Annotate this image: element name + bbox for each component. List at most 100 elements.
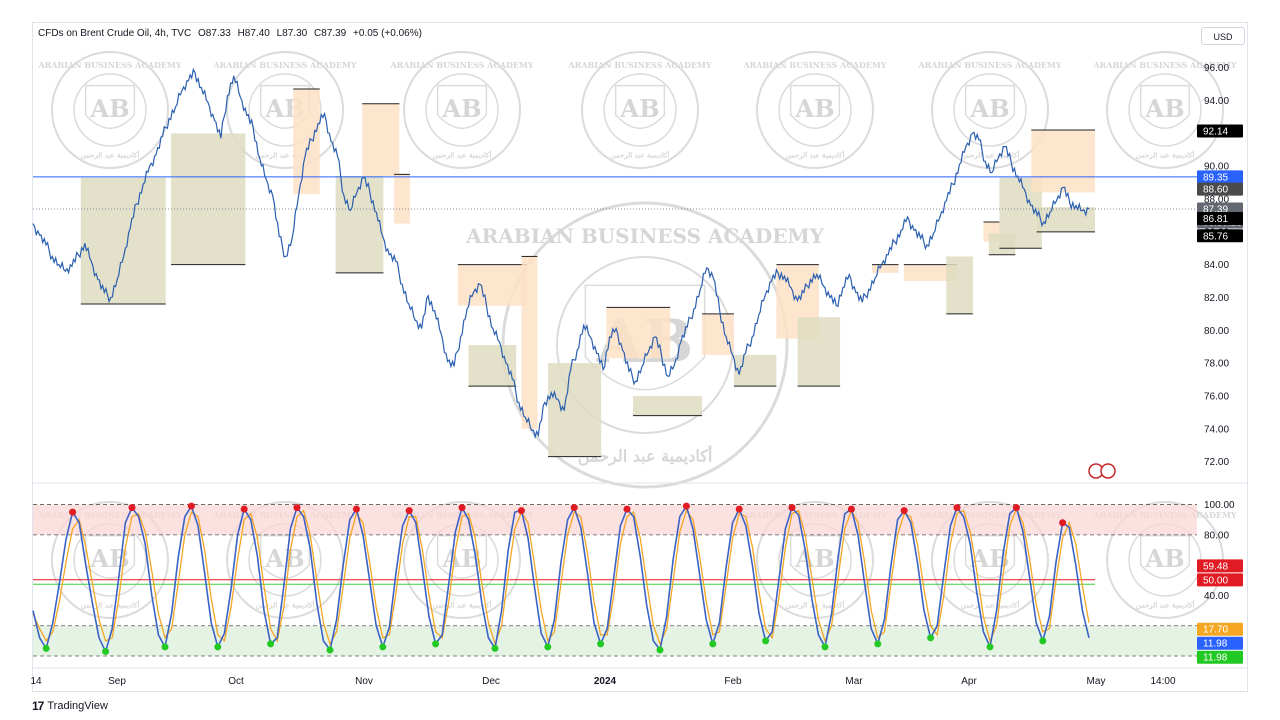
- seal-monogram: AB: [969, 94, 1010, 123]
- seal-outer-ring: [226, 501, 344, 619]
- seal-ring-text: ARABIAN BUSINESS ACADEMY: [917, 60, 1061, 70]
- seal-inner-ring: [1128, 73, 1202, 147]
- seal-shield-icon: [1139, 534, 1191, 579]
- oversold-dot: [597, 640, 605, 648]
- seal-shield-icon: [436, 534, 488, 579]
- price-tag-label: 87.39: [1203, 205, 1228, 216]
- seal-shield-icon: [964, 534, 1016, 579]
- seal-arabic-text: أكاديمية عبد الرحمن: [81, 600, 140, 610]
- overbought-dot: [517, 507, 525, 515]
- time-tick-label: 2024: [594, 676, 617, 687]
- overbought-dot: [458, 504, 466, 512]
- high-value: H87.40: [237, 28, 270, 39]
- seal-shield-icon: [1139, 84, 1191, 129]
- seal-arabic-text: أكاديمية عبد الرحمن: [81, 150, 140, 160]
- price-tick-label: 72.00: [1204, 457, 1229, 468]
- seal-inner-ring: [425, 73, 499, 147]
- seal-arabic-text: أكاديمية عبد الرحمن: [961, 600, 1020, 610]
- supply-zone: [362, 103, 400, 177]
- price-tick-label: 94.00: [1204, 96, 1229, 107]
- oversold-dot: [42, 644, 50, 652]
- seal-inner-ring: [603, 73, 677, 147]
- price-tick-label: 78.00: [1204, 359, 1229, 370]
- academy-seal-icon: AB ARABIAN BUSINESS ACADEMY أكاديمية عبد ا…: [917, 51, 1062, 169]
- currency-button[interactable]: USD: [1201, 27, 1245, 45]
- price-tag-label: 92.14: [1203, 127, 1228, 138]
- price-tag: [1197, 229, 1243, 243]
- supply-zone: [903, 264, 957, 282]
- overbought-dot: [128, 504, 136, 512]
- oversold-dot: [379, 643, 387, 651]
- demand-zone: [633, 395, 703, 416]
- seal-ring-text: ARABIAN BUSINESS ACADEMY: [212, 60, 356, 70]
- time-tick-label: Mar: [845, 676, 863, 687]
- seal-monogram: AB: [264, 544, 305, 573]
- seal-shield-icon: [964, 84, 1016, 129]
- demand-zone: [80, 177, 166, 305]
- price-tick-label: 82.00: [1204, 293, 1229, 304]
- seal-inner-ring: [953, 73, 1027, 147]
- supply-zone: [871, 264, 899, 273]
- supply-zone: [521, 256, 538, 429]
- seal-shield-icon: [436, 84, 488, 129]
- academy-seal-icon: AB ARABIAN BUSINESS ACADEMY أكاديمية عبد ا…: [37, 51, 182, 169]
- seal-monogram: AB: [619, 94, 660, 123]
- osc-value-tag-label: 59.48: [1203, 561, 1228, 572]
- seal-arabic-text: أكاديمية عبد الرحمن: [961, 150, 1020, 160]
- supply-zone: [457, 264, 527, 306]
- time-tick-label: May: [1087, 676, 1106, 687]
- seal-outer-ring: [1106, 51, 1224, 169]
- seal-outer-ring: [51, 501, 169, 619]
- events-flag-icon: [1088, 463, 1116, 479]
- seal-outer-ring: [226, 51, 344, 169]
- osc-value-tag: [1197, 573, 1243, 587]
- open-value: O87.33: [197, 28, 231, 39]
- oversold-dot: [709, 640, 717, 648]
- price-tick-label: 74.00: [1204, 424, 1229, 435]
- seal-arabic-text: أكاديمية عبد الرحمن: [1136, 600, 1195, 610]
- overbought-dot: [953, 504, 961, 512]
- overbought-dot: [187, 502, 195, 510]
- time-tick-label: Oct: [228, 676, 244, 687]
- overbought-dot: [69, 508, 77, 516]
- osc-value-tag: [1197, 559, 1243, 573]
- price-tag-label: 86.81: [1203, 214, 1228, 225]
- seal-arabic-text: أكاديمية عبد الرحمن: [786, 150, 845, 160]
- overbought-dot: [1012, 504, 1020, 512]
- price-tag-label: 88.60: [1203, 185, 1228, 196]
- price-tick-label: 90.00: [1204, 162, 1229, 173]
- time-tick-label: Sep: [108, 676, 126, 687]
- overbought-dot: [352, 505, 360, 513]
- seal-outer-ring: [403, 501, 521, 619]
- time-tick-label: 14: [30, 676, 42, 687]
- overbought-dot: [293, 504, 301, 512]
- overbought-dot: [240, 505, 248, 513]
- price-tag-label: 89.35: [1203, 172, 1228, 183]
- change-value: +0.05 (+0.06%): [353, 28, 422, 39]
- demand-zone: [468, 345, 517, 387]
- oversold-dot: [656, 646, 664, 654]
- flag-icon-circle: [1100, 463, 1116, 479]
- osc-value-tag-label: 17.70: [1203, 625, 1228, 636]
- overbought-dot: [788, 504, 796, 512]
- seal-arabic-text: أكاديمية عبد الرحمن: [1136, 150, 1195, 160]
- seal-shield-icon: [84, 534, 136, 579]
- stoch-d-line: [32, 507, 1090, 646]
- price-tag: [1197, 212, 1243, 226]
- stoch-k-line: [32, 504, 1090, 654]
- symbol-header: CFDs on Brent Crude Oil, 4h, TVC O87.33 …: [38, 28, 426, 39]
- academy-seal-icon: AB ARABIAN BUSINESS ACADEMY أكاديمية عبد ا…: [389, 51, 534, 169]
- oversold-dot: [267, 640, 275, 648]
- tradingview-footer[interactable]: 17 TradingView: [32, 699, 108, 713]
- symbol-title[interactable]: CFDs on Brent Crude Oil, 4h, TVC: [38, 28, 192, 39]
- oversold-dot: [161, 643, 169, 651]
- seal-outer-ring: [931, 501, 1049, 619]
- overbought-dot: [1059, 519, 1067, 527]
- time-tick-label: Apr: [961, 676, 977, 687]
- seal-monogram: AB: [441, 94, 482, 123]
- oversold-dot: [1039, 637, 1047, 645]
- price-tick-label: 88.00: [1204, 194, 1229, 205]
- academy-seal-icon: AB ARABIAN BUSINESS ACADEMY أكاديمية عبد ا…: [567, 51, 712, 169]
- academy-seal-icon: AB ARABIAN BUSINESS ACADEMY أكاديمية عبد ا…: [1092, 51, 1237, 169]
